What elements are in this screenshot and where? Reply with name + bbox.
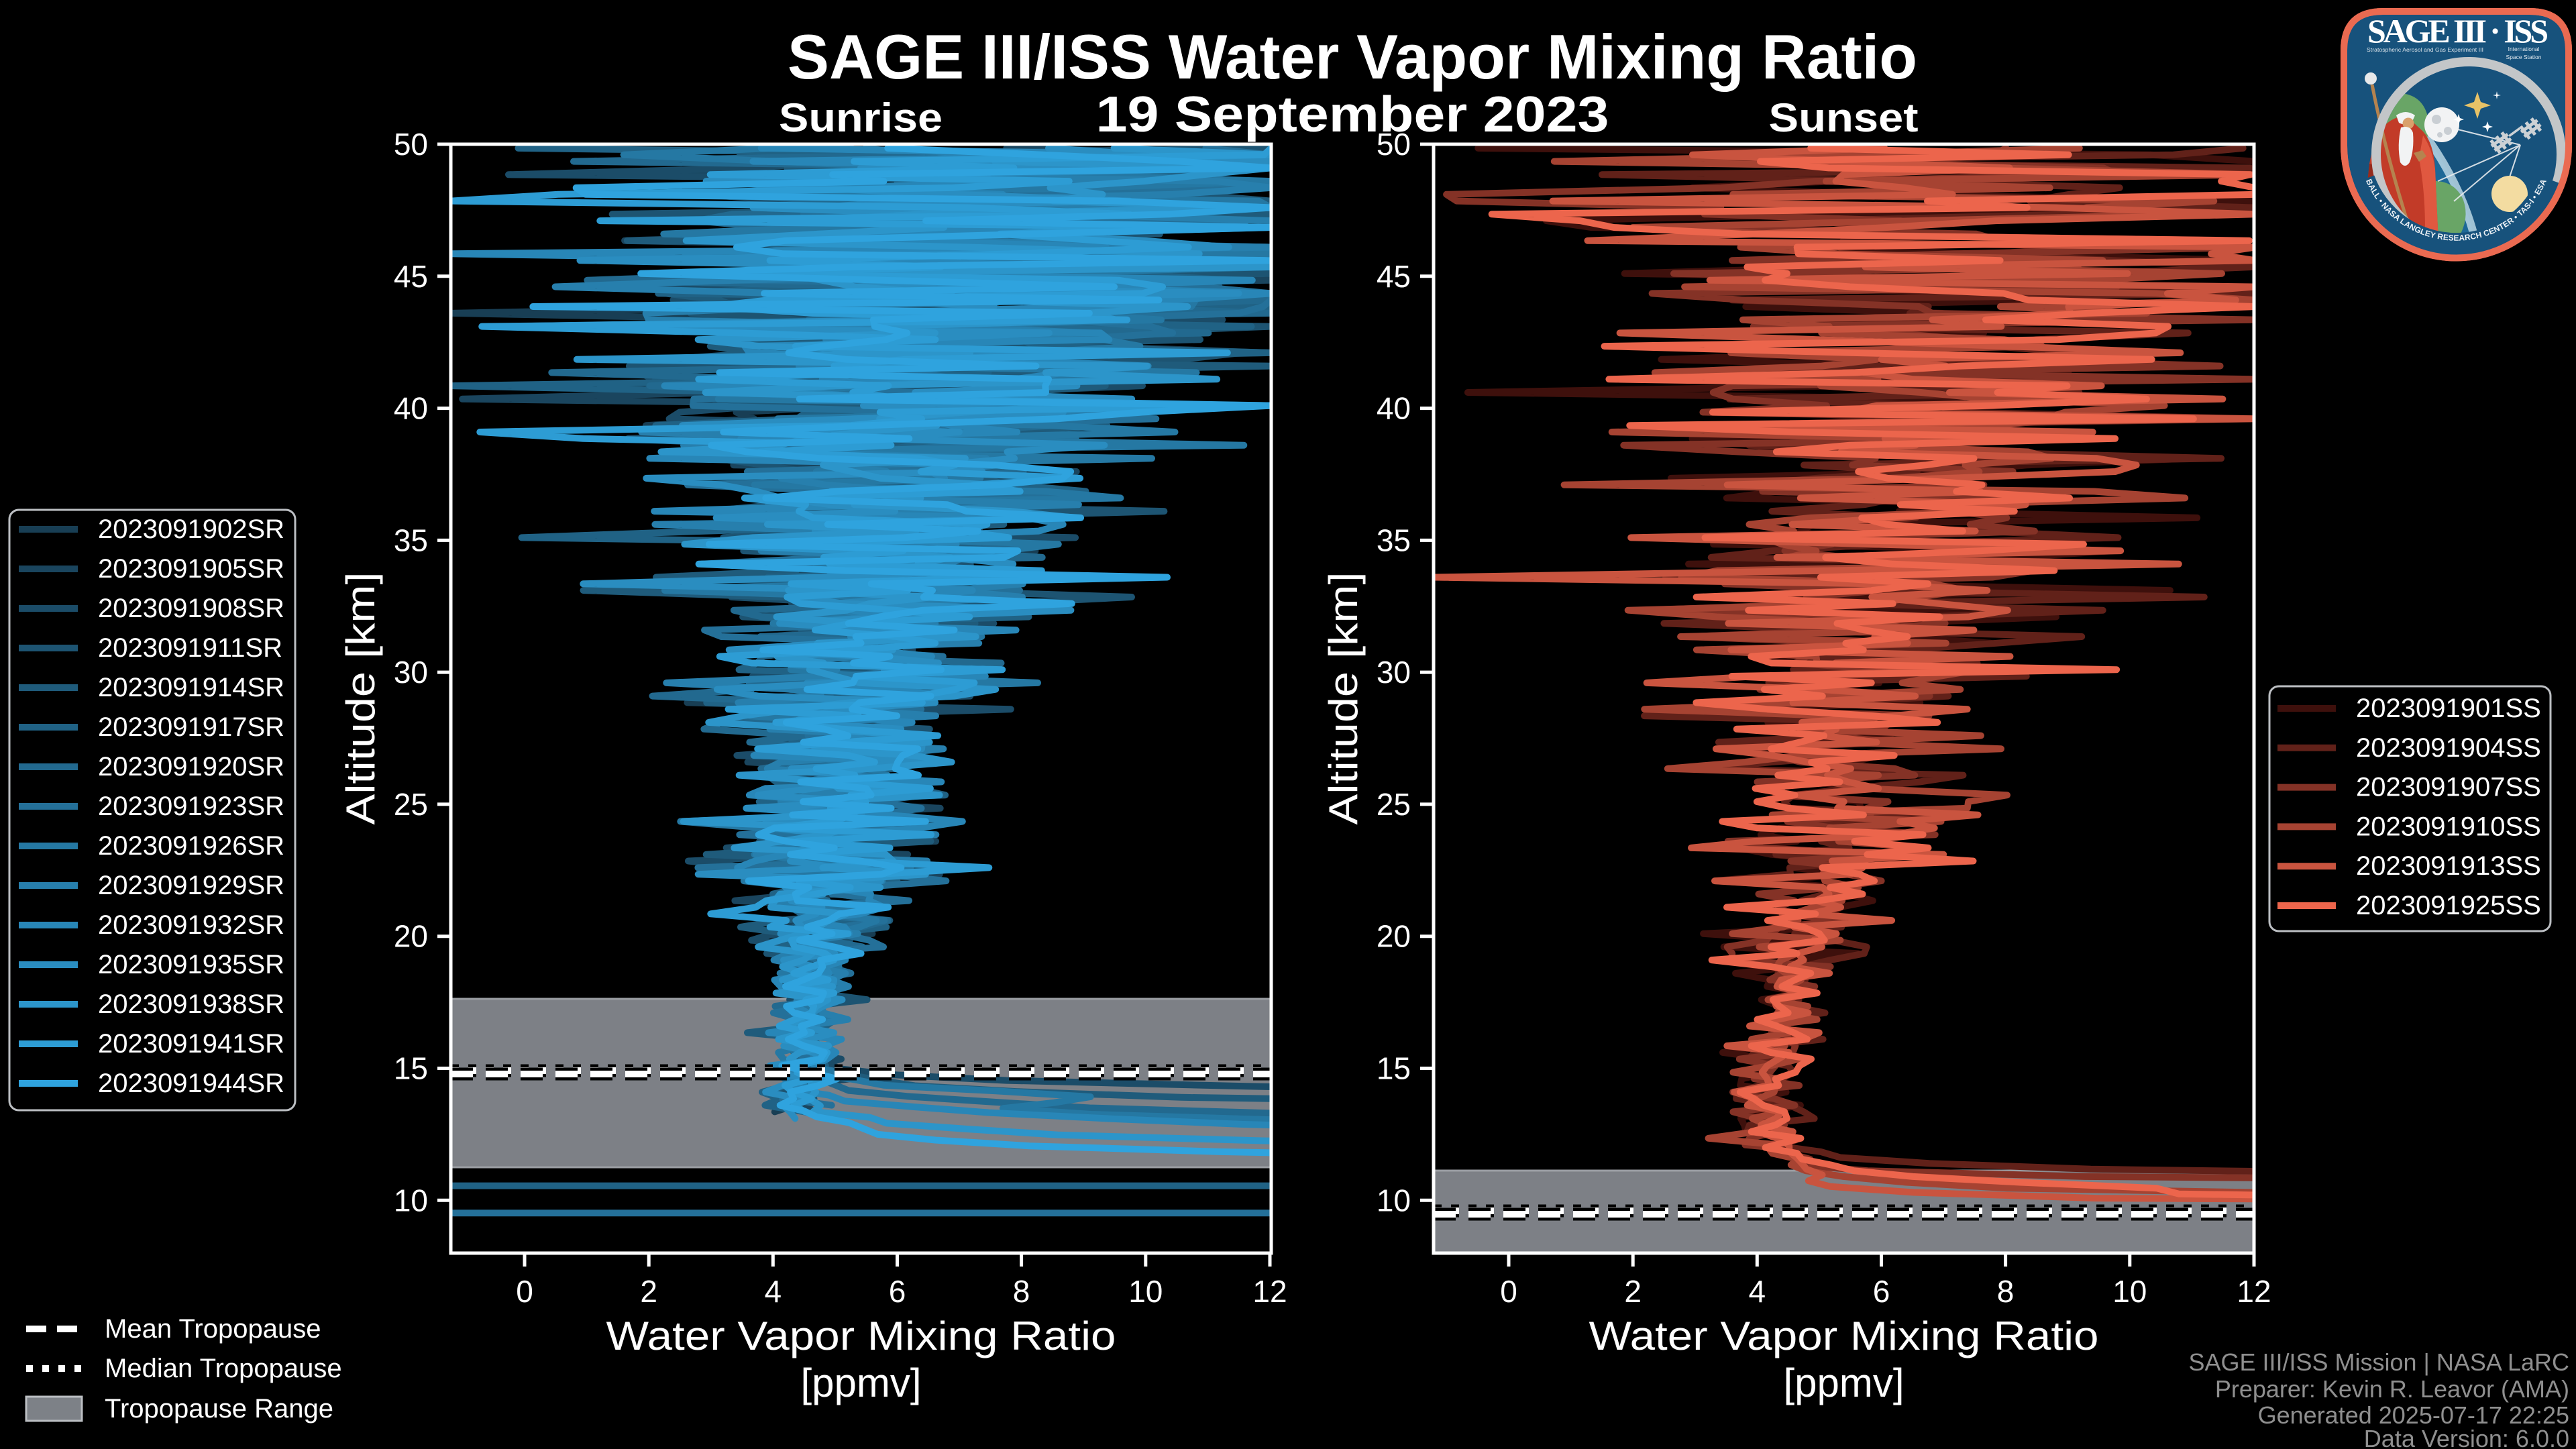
- svg-text:Altitude [km]: Altitude [km]: [338, 572, 383, 825]
- svg-text:2023091920SR: 2023091920SR: [98, 752, 284, 782]
- svg-text:2: 2: [1624, 1274, 1642, 1309]
- svg-text:Tropopause Range: Tropopause Range: [105, 1394, 333, 1424]
- svg-text:2023091925SS: 2023091925SS: [2356, 891, 2541, 920]
- svg-text:Median Tropopause: Median Tropopause: [105, 1354, 342, 1383]
- svg-text:2023091923SR: 2023091923SR: [98, 792, 284, 821]
- svg-text:2023091902SR: 2023091902SR: [98, 515, 284, 544]
- svg-text:20: 20: [1377, 919, 1411, 954]
- svg-text:2023091907SS: 2023091907SS: [2356, 773, 2541, 802]
- svg-text:2023091914SR: 2023091914SR: [98, 673, 284, 702]
- svg-text:6: 6: [1873, 1274, 1890, 1309]
- svg-text:4: 4: [765, 1274, 782, 1309]
- svg-text:35: 35: [394, 523, 428, 557]
- svg-text:Preparer: Kevin R. Leavor (AMA: Preparer: Kevin R. Leavor (AMA): [2215, 1375, 2569, 1403]
- svg-text:30: 30: [1377, 655, 1411, 690]
- svg-text:Space Station: Space Station: [2506, 54, 2542, 60]
- svg-text:0: 0: [1500, 1274, 1517, 1309]
- svg-text:0: 0: [516, 1274, 533, 1309]
- svg-text:25: 25: [394, 787, 428, 822]
- svg-text:2023091908SR: 2023091908SR: [98, 594, 284, 623]
- svg-text:10: 10: [1128, 1274, 1163, 1309]
- svg-text:2023091917SR: 2023091917SR: [98, 712, 284, 742]
- svg-text:25: 25: [1377, 787, 1411, 822]
- svg-text:12: 12: [1252, 1274, 1287, 1309]
- svg-text:50: 50: [394, 127, 428, 162]
- svg-text:30: 30: [394, 655, 428, 690]
- svg-text:45: 45: [394, 259, 428, 294]
- svg-text:Water Vapor Mixing Ratio: Water Vapor Mixing Ratio: [1589, 1313, 2099, 1358]
- svg-text:2023091929SR: 2023091929SR: [98, 871, 284, 900]
- svg-text:2023091926SR: 2023091926SR: [98, 831, 284, 861]
- svg-text:45: 45: [1377, 259, 1411, 294]
- svg-text:Generated 2025-07-17 22:25: Generated 2025-07-17 22:25: [2258, 1401, 2569, 1429]
- svg-text:Sunrise: Sunrise: [779, 95, 943, 140]
- svg-text:15: 15: [1377, 1051, 1411, 1086]
- svg-text:Sunset: Sunset: [1769, 95, 1919, 140]
- svg-text:2023091932SR: 2023091932SR: [98, 910, 284, 940]
- svg-text:Water Vapor Mixing Ratio: Water Vapor Mixing Ratio: [606, 1313, 1116, 1358]
- svg-text:2023091913SS: 2023091913SS: [2356, 851, 2541, 881]
- svg-text:10: 10: [394, 1183, 428, 1218]
- svg-text:20: 20: [394, 919, 428, 954]
- svg-text:50: 50: [1377, 127, 1411, 162]
- svg-text:15: 15: [394, 1051, 428, 1086]
- svg-text:2023091941SR: 2023091941SR: [98, 1029, 284, 1059]
- svg-text:40: 40: [394, 391, 428, 426]
- svg-text:2023091904SS: 2023091904SS: [2356, 733, 2541, 763]
- svg-text:Data Version: 6.0.0: Data Version: 6.0.0: [2364, 1425, 2569, 1449]
- svg-text:SAGE III · ISS: SAGE III · ISS: [2367, 12, 2548, 50]
- svg-text:International: International: [2508, 46, 2540, 52]
- svg-text:[ppmv]: [ppmv]: [1783, 1360, 1904, 1405]
- svg-text:Stratospheric Aerosol and Gas: Stratospheric Aerosol and Gas Experiment…: [2367, 46, 2483, 53]
- svg-text:2023091901SS: 2023091901SS: [2356, 694, 2541, 723]
- svg-text:Altitude [km]: Altitude [km]: [1321, 572, 1366, 825]
- svg-text:12: 12: [2237, 1274, 2271, 1309]
- svg-text:SAGE III/ISS Water Vapor Mixin: SAGE III/ISS Water Vapor Mixing Ratio: [788, 21, 1917, 92]
- svg-text:SAGE III/ISS Mission | NASA La: SAGE III/ISS Mission | NASA LaRC: [2188, 1348, 2569, 1376]
- svg-text:40: 40: [1377, 391, 1411, 426]
- svg-text:2023091938SR: 2023091938SR: [98, 989, 284, 1019]
- svg-text:8: 8: [1013, 1274, 1030, 1309]
- svg-text:6: 6: [889, 1274, 906, 1309]
- svg-text:2: 2: [640, 1274, 657, 1309]
- svg-text:10: 10: [2112, 1274, 2147, 1309]
- svg-text:2023091905SR: 2023091905SR: [98, 554, 284, 584]
- svg-text:10: 10: [1377, 1183, 1411, 1218]
- svg-text:[ppmv]: [ppmv]: [800, 1360, 921, 1405]
- svg-text:4: 4: [1749, 1274, 1766, 1309]
- svg-text:35: 35: [1377, 523, 1411, 557]
- svg-text:19 September 2023: 19 September 2023: [1096, 86, 1609, 142]
- svg-text:8: 8: [1997, 1274, 2015, 1309]
- svg-text:2023091911SR: 2023091911SR: [98, 633, 282, 663]
- svg-text:2023091935SR: 2023091935SR: [98, 950, 284, 979]
- svg-text:Mean Tropopause: Mean Tropopause: [105, 1314, 321, 1344]
- svg-text:2023091944SR: 2023091944SR: [98, 1069, 284, 1098]
- svg-text:2023091910SS: 2023091910SS: [2356, 812, 2541, 841]
